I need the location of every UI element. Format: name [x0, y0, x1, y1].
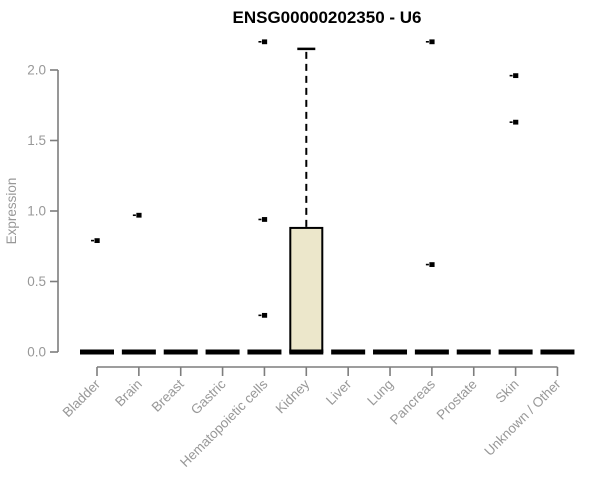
outlier-point — [425, 262, 435, 267]
y-tick-label: 0.5 — [27, 274, 46, 289]
outlier-point — [509, 119, 519, 125]
x-tick-label: Bladder — [60, 376, 104, 420]
boxplot-brain — [121, 212, 156, 355]
x-tick-label: Prostate — [434, 377, 480, 423]
y-tick-label: 1.0 — [27, 204, 46, 219]
box-iqr — [289, 226, 324, 353]
x-tick-label: Pancreas — [387, 376, 438, 427]
boxplot-hematopoietic-cells — [247, 39, 282, 355]
outlier-square — [261, 39, 268, 45]
boxplot-skin — [498, 73, 533, 355]
outlier-square — [429, 262, 435, 267]
y-tick-label: 2.0 — [27, 63, 46, 78]
boxplot-pancreas — [414, 39, 449, 355]
outlier-square — [136, 212, 142, 218]
outlier-point — [132, 212, 142, 218]
x-tick-label: Kidney — [273, 376, 313, 416]
outlier-point — [509, 73, 519, 79]
outlier-square — [513, 73, 519, 79]
y-axis-title: Expression — [4, 178, 19, 245]
outlier-point — [91, 238, 100, 244]
outlier-square — [261, 217, 268, 222]
outlier-square — [261, 312, 268, 318]
boxplot-bladder — [80, 238, 114, 355]
y-tick-label: 1.5 — [27, 133, 46, 148]
outlier-square — [94, 238, 100, 244]
y-tick-label: 0.0 — [27, 345, 46, 360]
x-tick-label: Brain — [112, 377, 145, 410]
chart-title: ENSG00000202350 - U6 — [232, 8, 421, 27]
outlier-point — [258, 39, 268, 45]
outlier-point — [258, 217, 268, 222]
x-tick-label: Unknown / Other — [481, 376, 564, 459]
y-axis: 0.0 0.5 1.0 1.5 2.0 Expression — [4, 63, 59, 360]
x-tick-label: Liver — [323, 376, 355, 408]
x-tick-label: Lung — [364, 377, 396, 409]
x-tick-label: Gastric — [188, 376, 229, 417]
x-tick-label: Breast — [149, 376, 187, 414]
outlier-point — [258, 312, 268, 318]
outlier-point — [425, 39, 435, 45]
boxplot-kidney — [289, 47, 324, 355]
x-tick-label: Skin — [493, 377, 522, 406]
outlier-square — [513, 119, 519, 125]
outlier-square — [429, 39, 435, 45]
